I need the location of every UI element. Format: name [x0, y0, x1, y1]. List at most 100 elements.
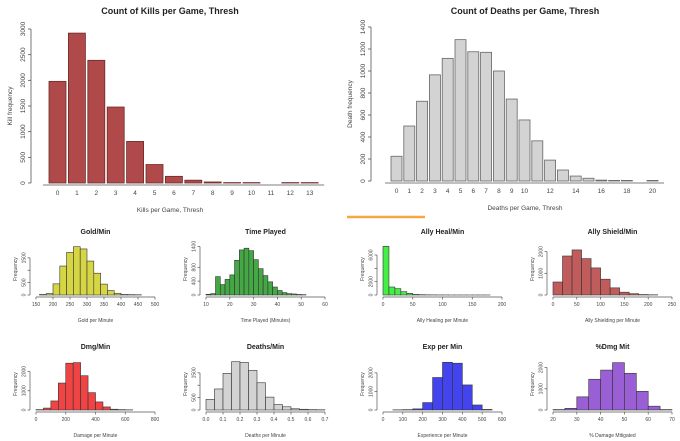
y-tick-label: 500	[22, 278, 28, 287]
y-tick-label: 0	[22, 293, 28, 296]
histogram-bar	[205, 399, 215, 411]
histogram-bar	[286, 293, 292, 296]
x-tick-label: 250	[66, 302, 75, 308]
y-tick-label: 1000	[539, 383, 545, 394]
bar-6	[467, 51, 480, 182]
x-axis-label: Deaths per Minute	[245, 433, 286, 439]
y-tick-label: 500	[20, 152, 27, 163]
y-tick-label: 1000	[539, 268, 545, 279]
y-tick-label: 500	[192, 393, 198, 402]
histogram-bar	[400, 291, 408, 296]
x-tick-label: 0.6	[305, 417, 312, 423]
dpm-histogram: Deaths/Min 0.0 0.1 0.2 0.3 0.4 0.5 0.6 0.7 0 500 15…	[183, 344, 329, 439]
x-tick-label: 5	[459, 188, 463, 195]
bar-4	[441, 57, 454, 182]
x-tick-label: 3	[433, 188, 437, 195]
x-tick-label: 0.0	[203, 417, 210, 423]
y-tick-label: 2000	[22, 366, 28, 377]
y-tick-label: 2000	[539, 246, 545, 257]
x-tick-label: 10	[248, 190, 256, 197]
histogram-bar	[253, 259, 259, 296]
histogram-bar	[600, 369, 613, 411]
x-tick-label: 1	[75, 190, 79, 197]
chart-title: %Dmg Mit	[596, 344, 631, 351]
bar-14	[569, 175, 582, 182]
chart-title: Count of Kills per Game, Thresh	[101, 6, 239, 16]
y-tick-label: 2500	[20, 47, 27, 62]
x-tick-label: 8	[497, 188, 501, 195]
x-tick-label: 0	[382, 417, 385, 423]
histogram-bar	[388, 286, 396, 296]
bar-0	[390, 155, 403, 182]
histogram-bar	[432, 377, 443, 411]
y-tick-label: 1500	[22, 252, 28, 263]
y-tick-label: 1400	[192, 241, 198, 252]
histogram-bar	[267, 281, 273, 296]
x-tick-label: 20	[649, 188, 657, 195]
chart-title: Ally Heal/Min	[421, 229, 465, 236]
y-axis-label: Frequency	[530, 372, 536, 396]
x-axis-label: Kills per Game, Thresh	[137, 207, 204, 214]
y-tick-label: 1200	[360, 41, 367, 56]
histogram-bar	[564, 408, 578, 411]
y-tick-label: 200	[360, 153, 367, 164]
bar-17	[608, 180, 620, 182]
bar-9	[505, 98, 518, 182]
histogram-bar	[234, 260, 240, 296]
x-tick-label: 50	[622, 417, 628, 423]
x-tick-label: 9	[230, 190, 234, 197]
histogram-bar	[79, 248, 88, 296]
x-tick-label: 200	[418, 417, 427, 423]
bar-15	[582, 177, 595, 182]
bar-1	[403, 125, 416, 182]
bar-2	[87, 59, 106, 184]
x-tick-label: 0	[56, 190, 60, 197]
dmg-histogram: Dmg/Min 0 200 400 600 800 0 1000 2000 Damage per …	[13, 344, 159, 439]
bar-18	[621, 180, 633, 182]
bar-11	[531, 140, 544, 182]
histogram-bar	[248, 250, 254, 296]
bar-20	[646, 180, 659, 182]
bar-6	[164, 175, 183, 184]
x-tick-label: 350	[100, 302, 109, 308]
histogram-bar	[256, 382, 266, 411]
histogram-bar	[590, 267, 601, 296]
x-tick-label: 400	[458, 417, 467, 423]
x-tick-label: 600	[498, 417, 507, 423]
x-tick-label: 0.4	[271, 417, 278, 423]
chart-title: Gold/Min	[81, 229, 111, 236]
x-tick-label: 200	[49, 302, 58, 308]
y-tick-label: 800	[192, 263, 198, 272]
histogram-bar	[277, 290, 283, 296]
x-tick-label: 0	[395, 188, 399, 195]
y-tick-label: 0	[22, 408, 28, 411]
histogram-bar	[45, 293, 54, 296]
histogram-bar	[281, 292, 288, 296]
x-tick-label: 0	[35, 417, 38, 423]
bar-7	[480, 51, 493, 182]
y-tick-label: 0	[192, 408, 198, 411]
histogram-bar	[258, 268, 264, 296]
y-tick-label: 0	[369, 293, 375, 296]
x-tick-label: 400	[91, 417, 100, 423]
x-axis-label: Damage per Minute	[74, 433, 118, 439]
y-axis-label: Frequency	[360, 257, 366, 281]
histogram-bar	[231, 361, 241, 411]
histogram-bar	[265, 396, 275, 411]
histogram-bar	[581, 258, 592, 296]
bar-10	[518, 119, 531, 182]
x-tick-label: 0.3	[254, 417, 261, 423]
x-tick-label: 7	[191, 190, 195, 197]
bar-13	[557, 169, 569, 182]
histogram-bar	[422, 402, 433, 411]
y-tick-label: 0	[360, 179, 367, 183]
x-tick-label: 10	[521, 188, 529, 195]
histogram-bar	[52, 283, 61, 296]
histogram-bar	[113, 292, 122, 296]
histogram-bar	[628, 293, 639, 296]
x-tick-label: 4	[446, 188, 450, 195]
histogram-bar	[93, 272, 101, 296]
bar-16	[595, 179, 608, 182]
y-axis-label: Frequency	[183, 372, 189, 396]
y-tick-label: 1500	[20, 98, 27, 113]
